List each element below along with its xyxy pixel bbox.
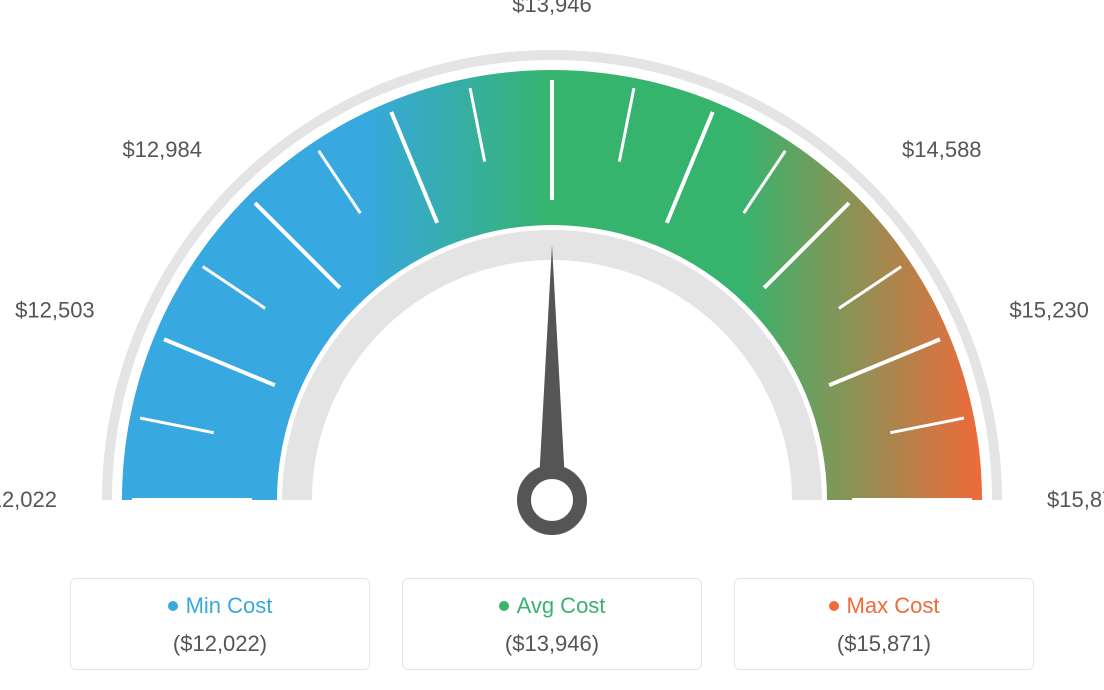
svg-text:$12,022: $12,022 (0, 487, 57, 512)
legend-value-max: ($15,871) (745, 631, 1023, 657)
svg-text:$15,230: $15,230 (1009, 298, 1089, 323)
legend-row: Min Cost ($12,022) Avg Cost ($13,946) Ma… (0, 578, 1104, 670)
svg-text:$14,588: $14,588 (902, 137, 982, 162)
svg-text:$12,503: $12,503 (15, 298, 95, 323)
svg-text:$12,984: $12,984 (122, 137, 202, 162)
legend-card-max: Max Cost ($15,871) (734, 578, 1034, 670)
gauge-chart: $12,022 $12,503 $12,984 $13,946 $14,588 $15,2… (0, 0, 1104, 545)
legend-title-avg: Avg Cost (499, 593, 606, 619)
cost-gauge-figure: $12,022 $12,503 $12,984 $13,946 $14,588 $15,2… (0, 0, 1104, 690)
svg-text:$15,871: $15,871 (1047, 487, 1104, 512)
gauge-svg: $12,022 $12,503 $12,984 $13,946 $14,588 $15,2… (0, 0, 1104, 545)
legend-dot-max (829, 601, 839, 611)
svg-text:$13,946: $13,946 (512, 0, 592, 17)
legend-value-min: ($12,022) (81, 631, 359, 657)
legend-card-min: Min Cost ($12,022) (70, 578, 370, 670)
legend-label-min: Min Cost (186, 593, 273, 619)
legend-title-min: Min Cost (168, 593, 273, 619)
legend-value-avg: ($13,946) (413, 631, 691, 657)
legend-dot-min (168, 601, 178, 611)
legend-label-max: Max Cost (847, 593, 940, 619)
legend-label-avg: Avg Cost (517, 593, 606, 619)
legend-dot-avg (499, 601, 509, 611)
legend-title-max: Max Cost (829, 593, 940, 619)
legend-card-avg: Avg Cost ($13,946) (402, 578, 702, 670)
